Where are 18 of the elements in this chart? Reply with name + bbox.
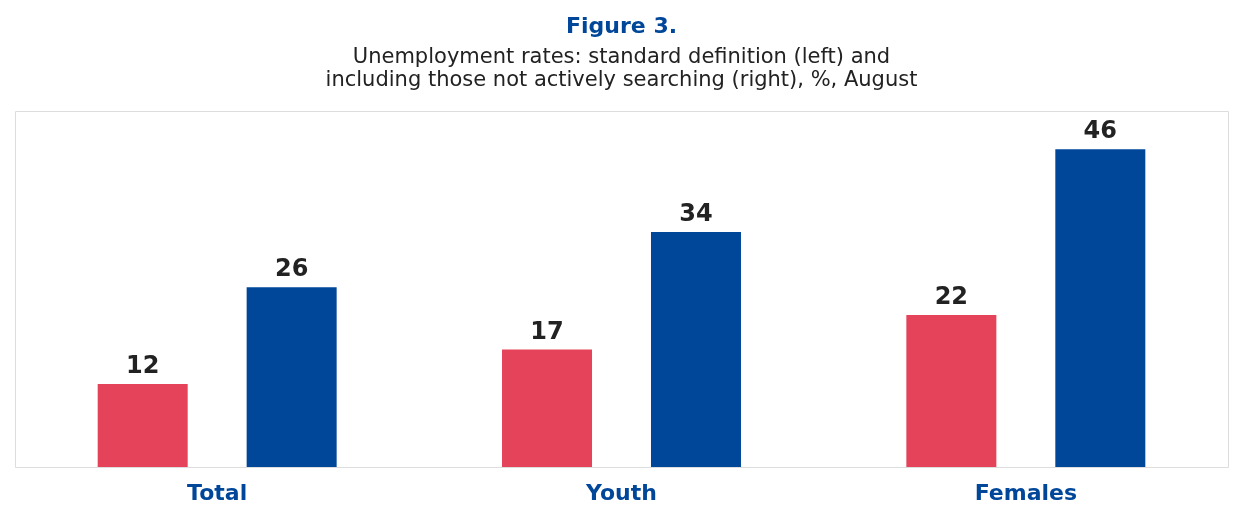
x-tick-label: Females: [974, 479, 1078, 505]
data-label: 17: [530, 316, 564, 345]
data-label: 12: [125, 351, 160, 380]
chart-title: Figure 3.: [565, 13, 678, 38]
x-tick-label: Youth: [585, 479, 657, 505]
x-tick-label: Total: [187, 479, 248, 505]
bar: [906, 314, 997, 467]
data-label: 22: [934, 281, 969, 310]
data-label: 46: [1083, 116, 1118, 145]
bar: [97, 384, 188, 467]
data-label: 26: [274, 254, 309, 283]
bar: [246, 287, 337, 467]
bar: [1055, 149, 1146, 467]
data-label: 34: [679, 199, 713, 228]
text: Unemployment rates: standard definition (left) and: [352, 44, 891, 68]
bar: [502, 349, 593, 467]
text: including those not actively searching (right), %, August: [325, 67, 918, 91]
bar: [650, 232, 741, 467]
